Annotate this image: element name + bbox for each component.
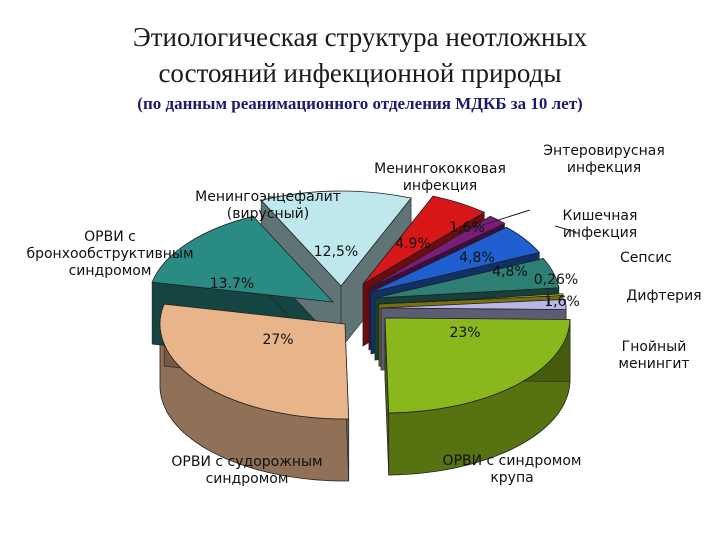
pie-slice-category-label: Менингококковая инфекция [374, 161, 506, 194]
pie-slice-value-label: 4.9% [395, 236, 431, 252]
chart-title-line-2: состояний инфекционной природы [158, 58, 562, 88]
pie-slice-10 [384, 317, 571, 414]
pie-slice-category-label: Гнойный менингит [618, 339, 689, 372]
pie-tops [151, 190, 571, 420]
pie-slice-value-label: 4,8% [459, 250, 495, 266]
chart-subtitle: (по данным реанимационного отделения МДК… [137, 94, 583, 113]
pie-slice-8 [378, 293, 564, 305]
chart-title-line-1: Этиологическая структура неотложных [132, 22, 588, 52]
pie-slice-category-label: Энтеровирусная инфекция [543, 143, 665, 176]
pie-slice-category-label: ОРВИ с синдромом крупа [443, 453, 582, 486]
pie-slice-9 [380, 298, 567, 310]
pie-slice-6 [370, 226, 541, 293]
pie-slice-category-label: ОРВИ с судорожным синдромом [171, 454, 322, 487]
leader-line [459, 209, 531, 233]
pie-slice-value-label: 1,6% [449, 220, 485, 236]
pie-slice-category-label: Дифтерия [626, 288, 701, 304]
pie-slice-value-label: 0,26% [534, 272, 578, 288]
pie-slice-7 [374, 258, 560, 299]
pie-slice-4 [362, 195, 486, 285]
pie-slice-1 [159, 303, 350, 420]
pie-slice-value-label: 4,8% [492, 264, 528, 280]
pie-slice-value-label: 23% [449, 325, 480, 341]
pie-slice-category-label: Менингоэнцефалит (вирусный) [195, 189, 341, 222]
pie-slice-category-label: Сепсис [620, 250, 672, 266]
pie-slice-2 [151, 215, 335, 303]
pie-slice-value-label: 12,5% [314, 244, 358, 260]
pie-slice-value-label: 1,6% [544, 294, 580, 310]
leader-line [554, 225, 577, 233]
pie-slice-category-label: Кишечная инфекция [563, 208, 638, 241]
pie-slice-3 [260, 190, 412, 287]
pie-slice-value-label: 13.7% [210, 276, 254, 292]
pie-slice-value-label: 27% [262, 332, 293, 348]
pie-slice-category-label: ОРВИ с бронхообструктивным синдромом [26, 229, 193, 279]
